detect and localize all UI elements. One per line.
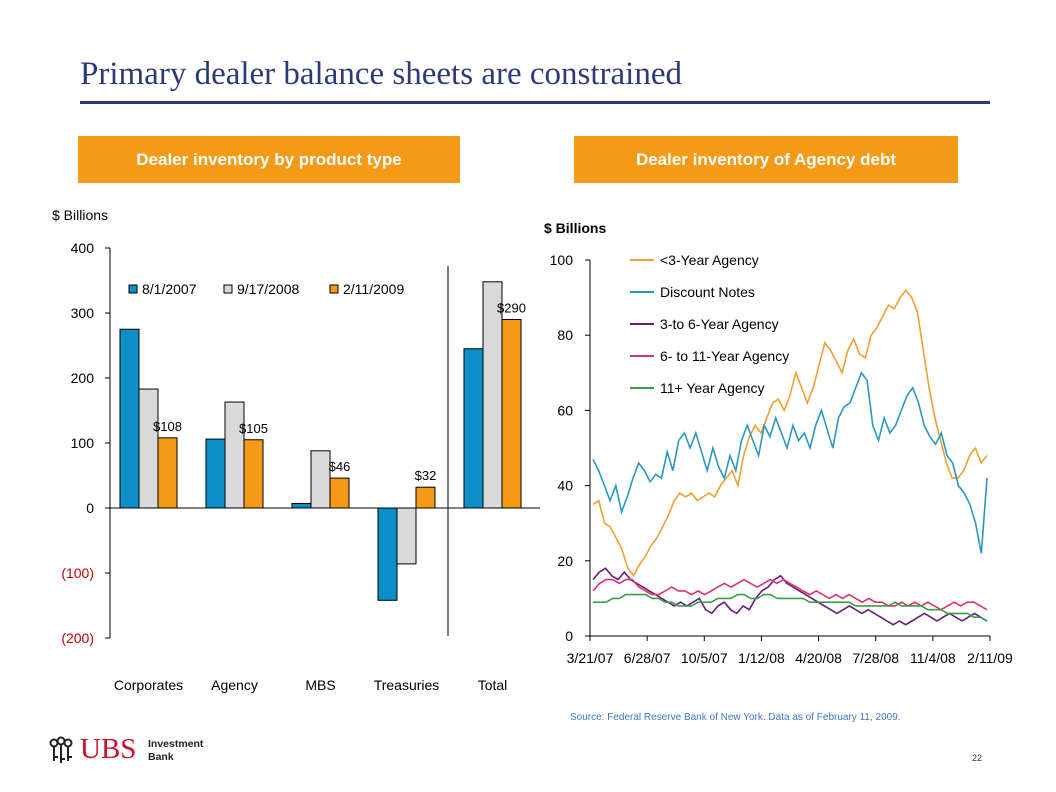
bar-category-label: MBS — [305, 677, 335, 693]
line-series-4 — [592, 578, 988, 611]
logo-line1: Investment — [148, 738, 204, 750]
bar-data-label: $290 — [497, 301, 526, 316]
bar-mbs-3 — [329, 477, 350, 509]
bar-y-tick-label: 100 — [71, 435, 95, 451]
line-x-tick-label: 6/28/07 — [624, 650, 671, 666]
bar-total-1 — [463, 348, 484, 509]
ubs-logo: UBS Investment Bank — [44, 733, 204, 771]
line-x-tick-label: 2/11/09 — [967, 650, 1013, 666]
bar-y-tick-label: 0 — [86, 500, 94, 516]
line-legend-label: Discount Notes — [660, 284, 755, 300]
bar-corporates-3 — [157, 437, 178, 509]
bar-y-tick-label: (100) — [61, 565, 94, 581]
bar-y-tick-label: 400 — [71, 240, 95, 256]
bar-legend-label: 2/11/2009 — [343, 281, 404, 297]
line-y-tick-label: 0 — [565, 628, 573, 644]
line-legend-label: <3-Year Agency — [660, 252, 759, 268]
bar-category-label: Treasuries — [374, 677, 440, 693]
bar-treasuries-1 — [377, 507, 398, 601]
line-legend-label: 6- to 11-Year Agency — [660, 348, 789, 364]
bar-mbs-1 — [291, 502, 312, 509]
bar-legend-swatch — [128, 284, 138, 294]
bar-category-label: Corporates — [114, 677, 183, 693]
bar-agency-2 — [224, 401, 245, 509]
logo-line2: Bank — [148, 751, 174, 763]
bar-legend-swatch — [223, 284, 233, 294]
logo-subtitle: Investment Bank — [148, 738, 203, 764]
bar-y-tick-label: (200) — [61, 630, 94, 646]
bar-data-label: $32 — [415, 468, 437, 483]
line-y-tick-label: 40 — [557, 478, 573, 494]
bar-legend-swatch — [329, 284, 339, 294]
source-note: Source: Federal Reserve Bank of New York… — [570, 712, 901, 723]
left-chart-header: Dealer inventory by product type — [78, 136, 460, 183]
line-x-tick-label: 10/5/07 — [681, 650, 728, 666]
line-series-5 — [593, 593, 988, 622]
bar-data-label: $46 — [329, 459, 351, 474]
line-y-tick-label: 80 — [557, 327, 573, 343]
line-x-tick-label: 7/28/08 — [852, 650, 899, 666]
bar-y-tick-label: 200 — [71, 370, 95, 386]
page-title: Primary dealer balance sheets are constr… — [80, 56, 682, 92]
bar-corporates-2 — [138, 388, 159, 509]
bar-category-label: Agency — [211, 677, 258, 693]
bar-treasuries-2 — [396, 507, 417, 565]
bar-agency-1 — [205, 438, 226, 509]
line-y-tick-label: 60 — [557, 402, 573, 418]
bar-legend-label: 8/1/2007 — [142, 281, 197, 297]
page-number: 22 — [972, 753, 983, 763]
line-y-tick-label: 100 — [550, 252, 574, 268]
line-legend-label: 3-to 6-Year Agency — [660, 316, 779, 332]
line-x-tick-label: 1/12/08 — [738, 650, 785, 666]
line-series-3 — [592, 567, 988, 626]
bar-legend-label: 9/17/2008 — [237, 281, 299, 297]
title-underline — [80, 101, 990, 104]
line-legend-label: 11+ Year Agency — [660, 380, 764, 396]
line-x-tick-label: 11/4/08 — [910, 650, 956, 666]
agency-debt-line-chart: $ Billions 100 80 60 40 20 0 3/21/07 6/28/07 10/5… — [544, 220, 1013, 666]
bar-y-axis-title: $ Billions — [52, 207, 108, 223]
bar-total-3 — [501, 319, 522, 509]
line-y-axis-title: $ Billions — [544, 220, 606, 236]
bar-mbs-2 — [310, 450, 331, 509]
bar-agency-3 — [243, 439, 264, 509]
bar-data-label: $108 — [153, 419, 182, 434]
ubs-keys-icon — [49, 736, 73, 763]
right-chart-header: Dealer inventory of Agency debt — [574, 136, 958, 183]
bar-total-2 — [482, 281, 503, 509]
bar-data-label: $105 — [239, 421, 268, 436]
line-series-2 — [592, 371, 988, 554]
line-x-tick-label: 4/20/08 — [795, 650, 842, 666]
bar-treasuries-3 — [415, 486, 436, 509]
bar-category-label: Total — [478, 677, 508, 693]
bar-y-tick-label: 300 — [71, 305, 95, 321]
ubs-wordmark: UBS — [80, 733, 137, 765]
dealer-inventory-bar-chart: $ Billions 400 300 200 100 0 (100) (200) $108 Cor… — [52, 207, 540, 693]
line-series-1 — [592, 288, 988, 578]
line-x-tick-label: 3/21/07 — [567, 650, 614, 666]
bar-corporates-1 — [119, 328, 140, 509]
line-y-tick-label: 20 — [557, 553, 573, 569]
